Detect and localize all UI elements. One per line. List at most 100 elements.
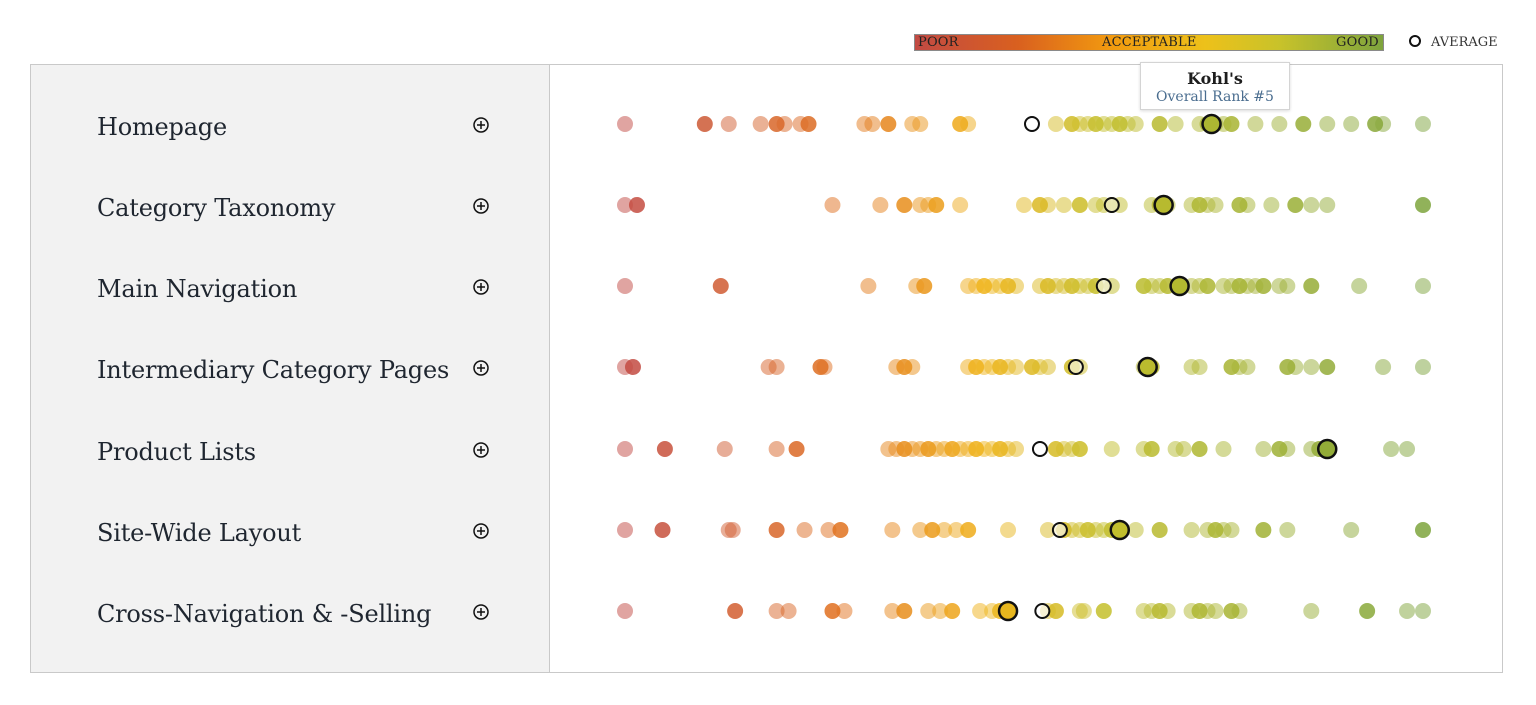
site-score-dot[interactable] (1151, 116, 1168, 132)
site-score-dot[interactable] (1415, 116, 1431, 132)
site-score-dot[interactable] (1127, 116, 1144, 132)
site-score-dot[interactable] (836, 603, 853, 619)
site-score-dot[interactable] (654, 522, 671, 538)
site-score-dot[interactable] (1279, 441, 1296, 457)
site-score-dot[interactable] (816, 359, 833, 375)
site-score-dot[interactable] (1359, 603, 1376, 619)
site-score-dot[interactable] (1071, 441, 1088, 457)
site-score-dot[interactable] (1223, 116, 1240, 132)
site-score-dot[interactable] (1287, 197, 1304, 213)
site-score-dot[interactable] (1399, 603, 1416, 619)
site-score-dot[interactable] (936, 522, 953, 538)
site-score-dot[interactable] (1071, 197, 1088, 213)
site-score-dot[interactable] (1303, 197, 1320, 213)
site-score-dot[interactable] (1271, 116, 1288, 132)
site-score-dot[interactable] (1183, 522, 1200, 538)
site-score-dot[interactable] (1375, 116, 1392, 132)
site-score-dot[interactable] (617, 197, 633, 213)
site-score-dot[interactable] (1255, 441, 1272, 457)
site-score-dot[interactable] (1159, 603, 1176, 619)
site-score-dot[interactable] (788, 441, 805, 457)
site-score-dot[interactable] (884, 522, 901, 538)
site-score-dot[interactable] (752, 116, 769, 132)
site-score-dot[interactable] (1151, 522, 1168, 538)
site-score-dot[interactable] (960, 522, 977, 538)
site-score-dot[interactable] (1279, 522, 1296, 538)
highlighted-site-dot[interactable] (997, 600, 1019, 622)
highlighted-site-dot[interactable] (1316, 438, 1338, 460)
site-score-dot[interactable] (727, 603, 744, 619)
site-score-dot[interactable] (1247, 116, 1264, 132)
site-score-dot[interactable] (1039, 197, 1056, 213)
site-score-dot[interactable] (1255, 522, 1272, 538)
site-score-dot[interactable] (1319, 197, 1336, 213)
site-score-dot[interactable] (1055, 197, 1072, 213)
site-score-dot[interactable] (1303, 278, 1320, 294)
site-score-dot[interactable] (720, 116, 737, 132)
expand-plus-icon[interactable] (472, 197, 490, 215)
site-score-dot[interactable] (1319, 116, 1336, 132)
site-score-dot[interactable] (1415, 603, 1431, 619)
site-score-dot[interactable] (1279, 278, 1296, 294)
site-score-dot[interactable] (656, 441, 673, 457)
site-score-dot[interactable] (1047, 603, 1064, 619)
site-score-dot[interactable] (1143, 441, 1160, 457)
site-score-dot[interactable] (1207, 603, 1224, 619)
site-score-dot[interactable] (1039, 359, 1056, 375)
expand-plus-icon[interactable] (472, 116, 490, 134)
site-score-dot[interactable] (896, 197, 913, 213)
site-score-dot[interactable] (1319, 359, 1336, 375)
site-score-dot[interactable] (1127, 522, 1144, 538)
site-score-dot[interactable] (1295, 116, 1312, 132)
site-score-dot[interactable] (628, 197, 645, 213)
site-score-dot[interactable] (920, 603, 937, 619)
site-score-dot[interactable] (912, 116, 929, 132)
site-score-dot[interactable] (1383, 441, 1400, 457)
site-score-dot[interactable] (912, 522, 929, 538)
site-score-dot[interactable] (1075, 603, 1092, 619)
site-score-dot[interactable] (716, 441, 733, 457)
site-score-dot[interactable] (1000, 522, 1017, 538)
site-score-dot[interactable] (796, 522, 813, 538)
highlighted-site-dot[interactable] (1109, 519, 1131, 541)
site-score-dot[interactable] (1047, 116, 1064, 132)
site-score-dot[interactable] (1008, 441, 1025, 457)
site-score-dot[interactable] (780, 603, 797, 619)
site-score-dot[interactable] (1191, 441, 1208, 457)
site-score-dot[interactable] (617, 603, 633, 619)
site-score-dot[interactable] (1008, 359, 1025, 375)
site-score-dot[interactable] (924, 522, 941, 538)
site-score-dot[interactable] (904, 359, 921, 375)
site-score-dot[interactable] (1287, 359, 1304, 375)
site-score-dot[interactable] (820, 522, 837, 538)
site-score-dot[interactable] (1103, 441, 1120, 457)
highlighted-site-dot[interactable] (1137, 356, 1158, 378)
site-score-dot[interactable] (1039, 522, 1056, 538)
site-score-dot[interactable] (1375, 359, 1392, 375)
site-score-dot[interactable] (872, 197, 889, 213)
expand-plus-icon[interactable] (472, 359, 490, 377)
site-score-dot[interactable] (768, 359, 785, 375)
site-score-dot[interactable] (1231, 603, 1248, 619)
site-score-dot[interactable] (800, 116, 817, 132)
highlighted-site-dot[interactable] (1201, 113, 1222, 135)
site-score-dot[interactable] (1175, 441, 1192, 457)
site-score-dot[interactable] (1415, 359, 1431, 375)
site-score-dot[interactable] (1343, 116, 1360, 132)
expand-plus-icon[interactable] (472, 522, 490, 540)
site-score-dot[interactable] (972, 603, 989, 619)
highlighted-site-dot[interactable] (1169, 275, 1190, 297)
site-score-dot[interactable] (617, 278, 633, 294)
site-score-dot[interactable] (1239, 359, 1256, 375)
site-score-dot[interactable] (864, 116, 881, 132)
site-score-dot[interactable] (1191, 359, 1208, 375)
site-score-dot[interactable] (960, 116, 977, 132)
site-score-dot[interactable] (832, 522, 849, 538)
site-score-dot[interactable] (1415, 522, 1431, 538)
site-score-dot[interactable] (1207, 197, 1224, 213)
site-score-dot[interactable] (617, 522, 633, 538)
expand-plus-icon[interactable] (472, 603, 490, 621)
site-score-dot[interactable] (824, 603, 841, 619)
site-score-dot[interactable] (768, 603, 785, 619)
site-score-dot[interactable] (1095, 603, 1112, 619)
